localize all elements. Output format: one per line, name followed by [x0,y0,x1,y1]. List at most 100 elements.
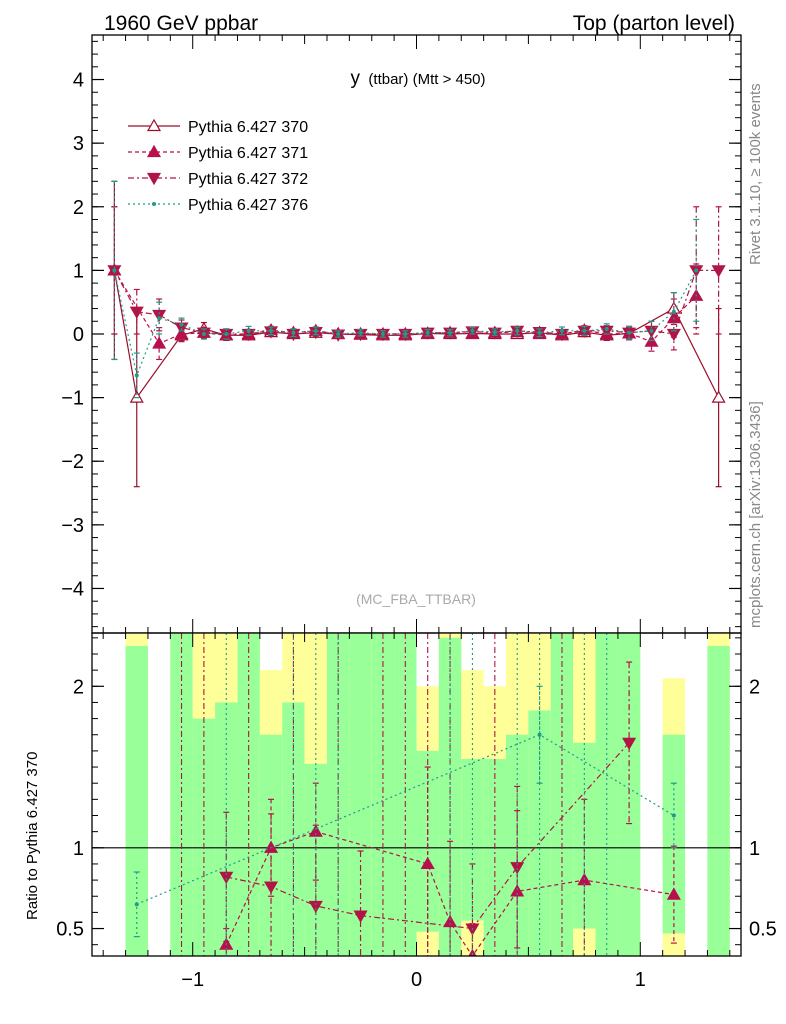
band-inner [371,633,395,956]
header-right: Top (parton level) [573,12,735,35]
ratio-ytick-label-right: 2 [749,676,760,698]
main-panel: y (ttbar) (Mtt > 450) (MC_FBA_TTBAR) Pyt… [61,34,742,634]
main-point-3 [604,326,609,331]
main-point-3 [671,309,676,314]
main-point-2 [152,309,167,323]
ratio-ylabel: Ratio to Pythia 6.427 370 [24,752,41,920]
main-point-1 [152,336,167,349]
main-point-3 [470,328,475,333]
main-point-3 [448,330,453,335]
band-inner [550,633,574,956]
main-ytick-label: 1 [73,260,84,282]
ratio-point-1 [353,910,368,923]
main-point-3 [201,332,206,336]
ratio-point-0 [443,914,458,928]
band-inner [237,633,260,956]
ratio-point-0 [666,887,681,900]
ratio-point-2 [671,813,676,818]
ratio-point-1 [622,737,637,751]
main-point-3 [425,330,430,335]
ratio-series-2 [133,633,677,956]
ratio-point-0 [420,856,435,870]
ratio-line-0 [225,830,674,956]
main-series-2 [107,206,726,351]
ratio-xtick-label: 0 [411,969,422,991]
main-ytick-label: −4 [61,578,84,600]
main-point-3 [515,328,520,333]
main-point-0 [711,390,726,403]
main-point-3 [627,330,632,335]
ratio-point-1 [219,871,234,885]
main-ytick-label: −2 [61,451,84,473]
ratio-ytick-label: 0.5 [56,919,84,941]
band-inner [125,645,148,956]
main-ytick-label: −3 [61,515,84,537]
main-point-3 [291,330,296,335]
legend-marker-2 [146,172,162,186]
legend-marker-3 [152,202,156,206]
main-point-3 [336,332,341,336]
ratio-point-2 [134,902,139,907]
main-point-2 [711,265,726,278]
band-inner [416,750,439,932]
ratio-point-1 [308,900,323,914]
main-point-3 [246,328,251,333]
main-point-3 [134,373,139,378]
main-title-var: y [350,68,360,89]
main-ytick-label: 2 [73,197,84,219]
legend-marker-0 [146,118,162,132]
band-inner [394,633,417,956]
ratio-point-1 [510,862,525,875]
main-point-3 [179,322,184,327]
main-point-3 [313,328,318,333]
band-inner [170,633,193,956]
main-point-3 [559,328,564,333]
main-point-3 [582,328,587,333]
ratio-ytick-label: 2 [73,676,84,698]
main-point-3 [649,328,654,333]
main-title-sub: (ttbar) (Mtt > 450) [368,71,485,88]
ratio-point-1 [264,881,279,894]
band-inner [349,633,372,956]
main-point-3 [112,268,117,273]
ratio-panel: Ratio to Pythia 6.427 370 0.5 0.5 1 1 2 2 −1 0 1 [24,632,777,991]
main-point-3 [403,332,408,336]
main-point-2 [129,306,144,319]
main-ytick-label: 0 [73,324,84,346]
analysis-label: (MC_FBA_TTBAR) [356,591,476,607]
main-ytick-label: 4 [73,70,84,92]
mcplots-label: mcplots.cern.ch [arXiv:1306.3436] [747,401,764,628]
main-point-2 [599,325,614,339]
main-point-3 [269,328,274,333]
main-point-3 [694,268,699,273]
ratio-ytick-label: 1 [73,838,84,860]
band-inner [707,645,730,956]
legend-label-2: Pythia 6.427 372 [188,171,308,188]
main-title: y (ttbar) (Mtt > 450) [350,68,485,89]
ratio-ytick-label-right: 1 [749,838,760,860]
ratio-ytick-label-right: 0.5 [749,919,777,941]
ratio-xtick-label: −1 [181,969,204,991]
legend-label-3: Pythia 6.427 376 [188,197,308,214]
ratio-point-0 [510,884,525,897]
main-series-3 [111,180,700,399]
main-ytick-label: 3 [73,133,84,155]
main-point-3 [492,330,497,335]
main-ytick-label: −1 [61,388,84,410]
ratio-xtick-label: 1 [635,969,646,991]
band-inner [617,633,641,956]
legend-label-0: Pythia 6.427 370 [188,119,308,136]
header-left: 1960 GeV ppbar [104,12,258,35]
legend: Pythia 6.427 370 Pythia 6.427 371 Pythia 6… [128,118,308,214]
ratio-line-2 [136,734,675,905]
rivet-label: Rivet 3.1.10, ≥ 100k events [747,83,764,265]
main-point-3 [358,330,363,335]
ratio-point-2 [537,732,542,737]
main-line-2 [113,269,719,336]
main-point-3 [224,332,229,336]
legend-marker-1 [146,144,162,158]
main-point-3 [537,330,542,335]
main-point-0 [129,390,144,403]
legend-label-1: Pythia 6.427 371 [188,145,308,162]
